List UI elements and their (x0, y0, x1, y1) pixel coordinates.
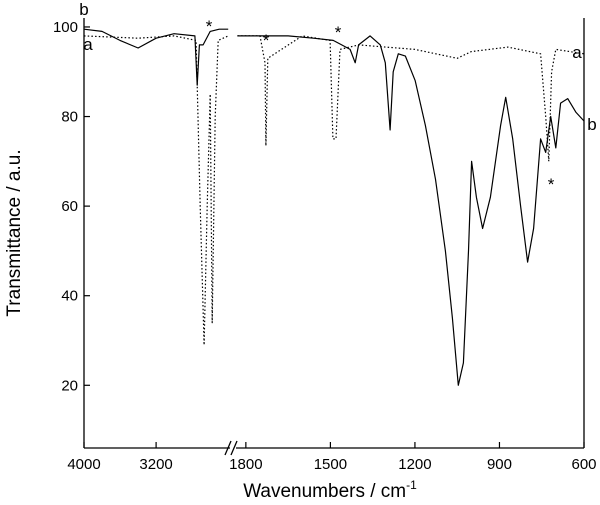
annotation: a (83, 35, 93, 54)
series-line (83, 35, 585, 346)
annotation: * (206, 17, 213, 36)
y-tick-label: 20 (61, 377, 78, 394)
x-tick-label: 600 (571, 456, 596, 473)
axis-break (230, 440, 238, 456)
y-tick-label: 60 (61, 198, 78, 215)
y-tick-label: 40 (61, 288, 78, 305)
x-tick-label: 4000 (67, 456, 100, 473)
annotation: * (548, 175, 555, 194)
y-tick-label: 100 (53, 19, 78, 36)
x-tick-label: 1500 (314, 456, 347, 473)
annotation: a (572, 43, 582, 62)
annotation: * (263, 31, 270, 50)
y-axis-title: Transmittance / a.u. (4, 149, 25, 316)
x-tick-label: 3200 (139, 456, 172, 473)
x-tick-label: 900 (487, 456, 512, 473)
annotation: b (79, 0, 88, 19)
x-tick-label: 1200 (398, 456, 431, 473)
y-tick-label: 80 (61, 109, 78, 126)
x-axis-title: Wavenumbers / cm-1 (243, 478, 417, 502)
axis-break (224, 440, 232, 456)
annotation: b (587, 115, 596, 134)
series-line (83, 28, 585, 386)
x-axis-title-superscript: -1 (406, 478, 417, 492)
annotation: * (335, 23, 342, 42)
x-tick-label: 1800 (229, 456, 262, 473)
x-axis-title-text: Wavenumbers / cm (243, 481, 406, 502)
